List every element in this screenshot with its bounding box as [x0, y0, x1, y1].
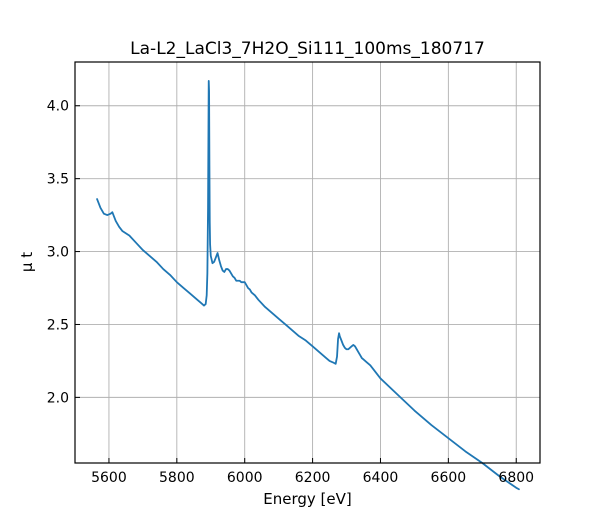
y-tick-label: 3.0 — [47, 245, 69, 261]
series-layer — [96, 80, 520, 491]
series-line — [96, 80, 520, 491]
x-tick-label: 6800 — [498, 470, 534, 486]
y-tick-label: 2.5 — [47, 317, 69, 333]
x-tick-label: 6000 — [227, 470, 263, 486]
x-tick-label: 6400 — [363, 470, 399, 486]
x-axis-label: Energy [eV] — [263, 490, 351, 508]
x-tick-label: 5600 — [91, 470, 127, 486]
y-tick-label: 4.0 — [47, 99, 69, 115]
y-axis-label: μ t — [18, 252, 36, 272]
y-tick-label: 2.0 — [47, 390, 69, 406]
ticks: 5600 5800 6000 6200 6400 6600 6800 2.0 2.5 3.0 3.5… — [47, 99, 534, 486]
x-tick-label: 5800 — [159, 470, 195, 486]
grid — [75, 62, 540, 463]
x-tick-label: 6200 — [295, 470, 331, 486]
y-tick-label: 3.5 — [47, 172, 69, 188]
plot-frame — [74, 61, 541, 464]
chart-title: La-L2_LaCl3_7H2O_Si111_100ms_180717 — [130, 39, 485, 59]
x-tick-label: 6600 — [431, 470, 467, 486]
